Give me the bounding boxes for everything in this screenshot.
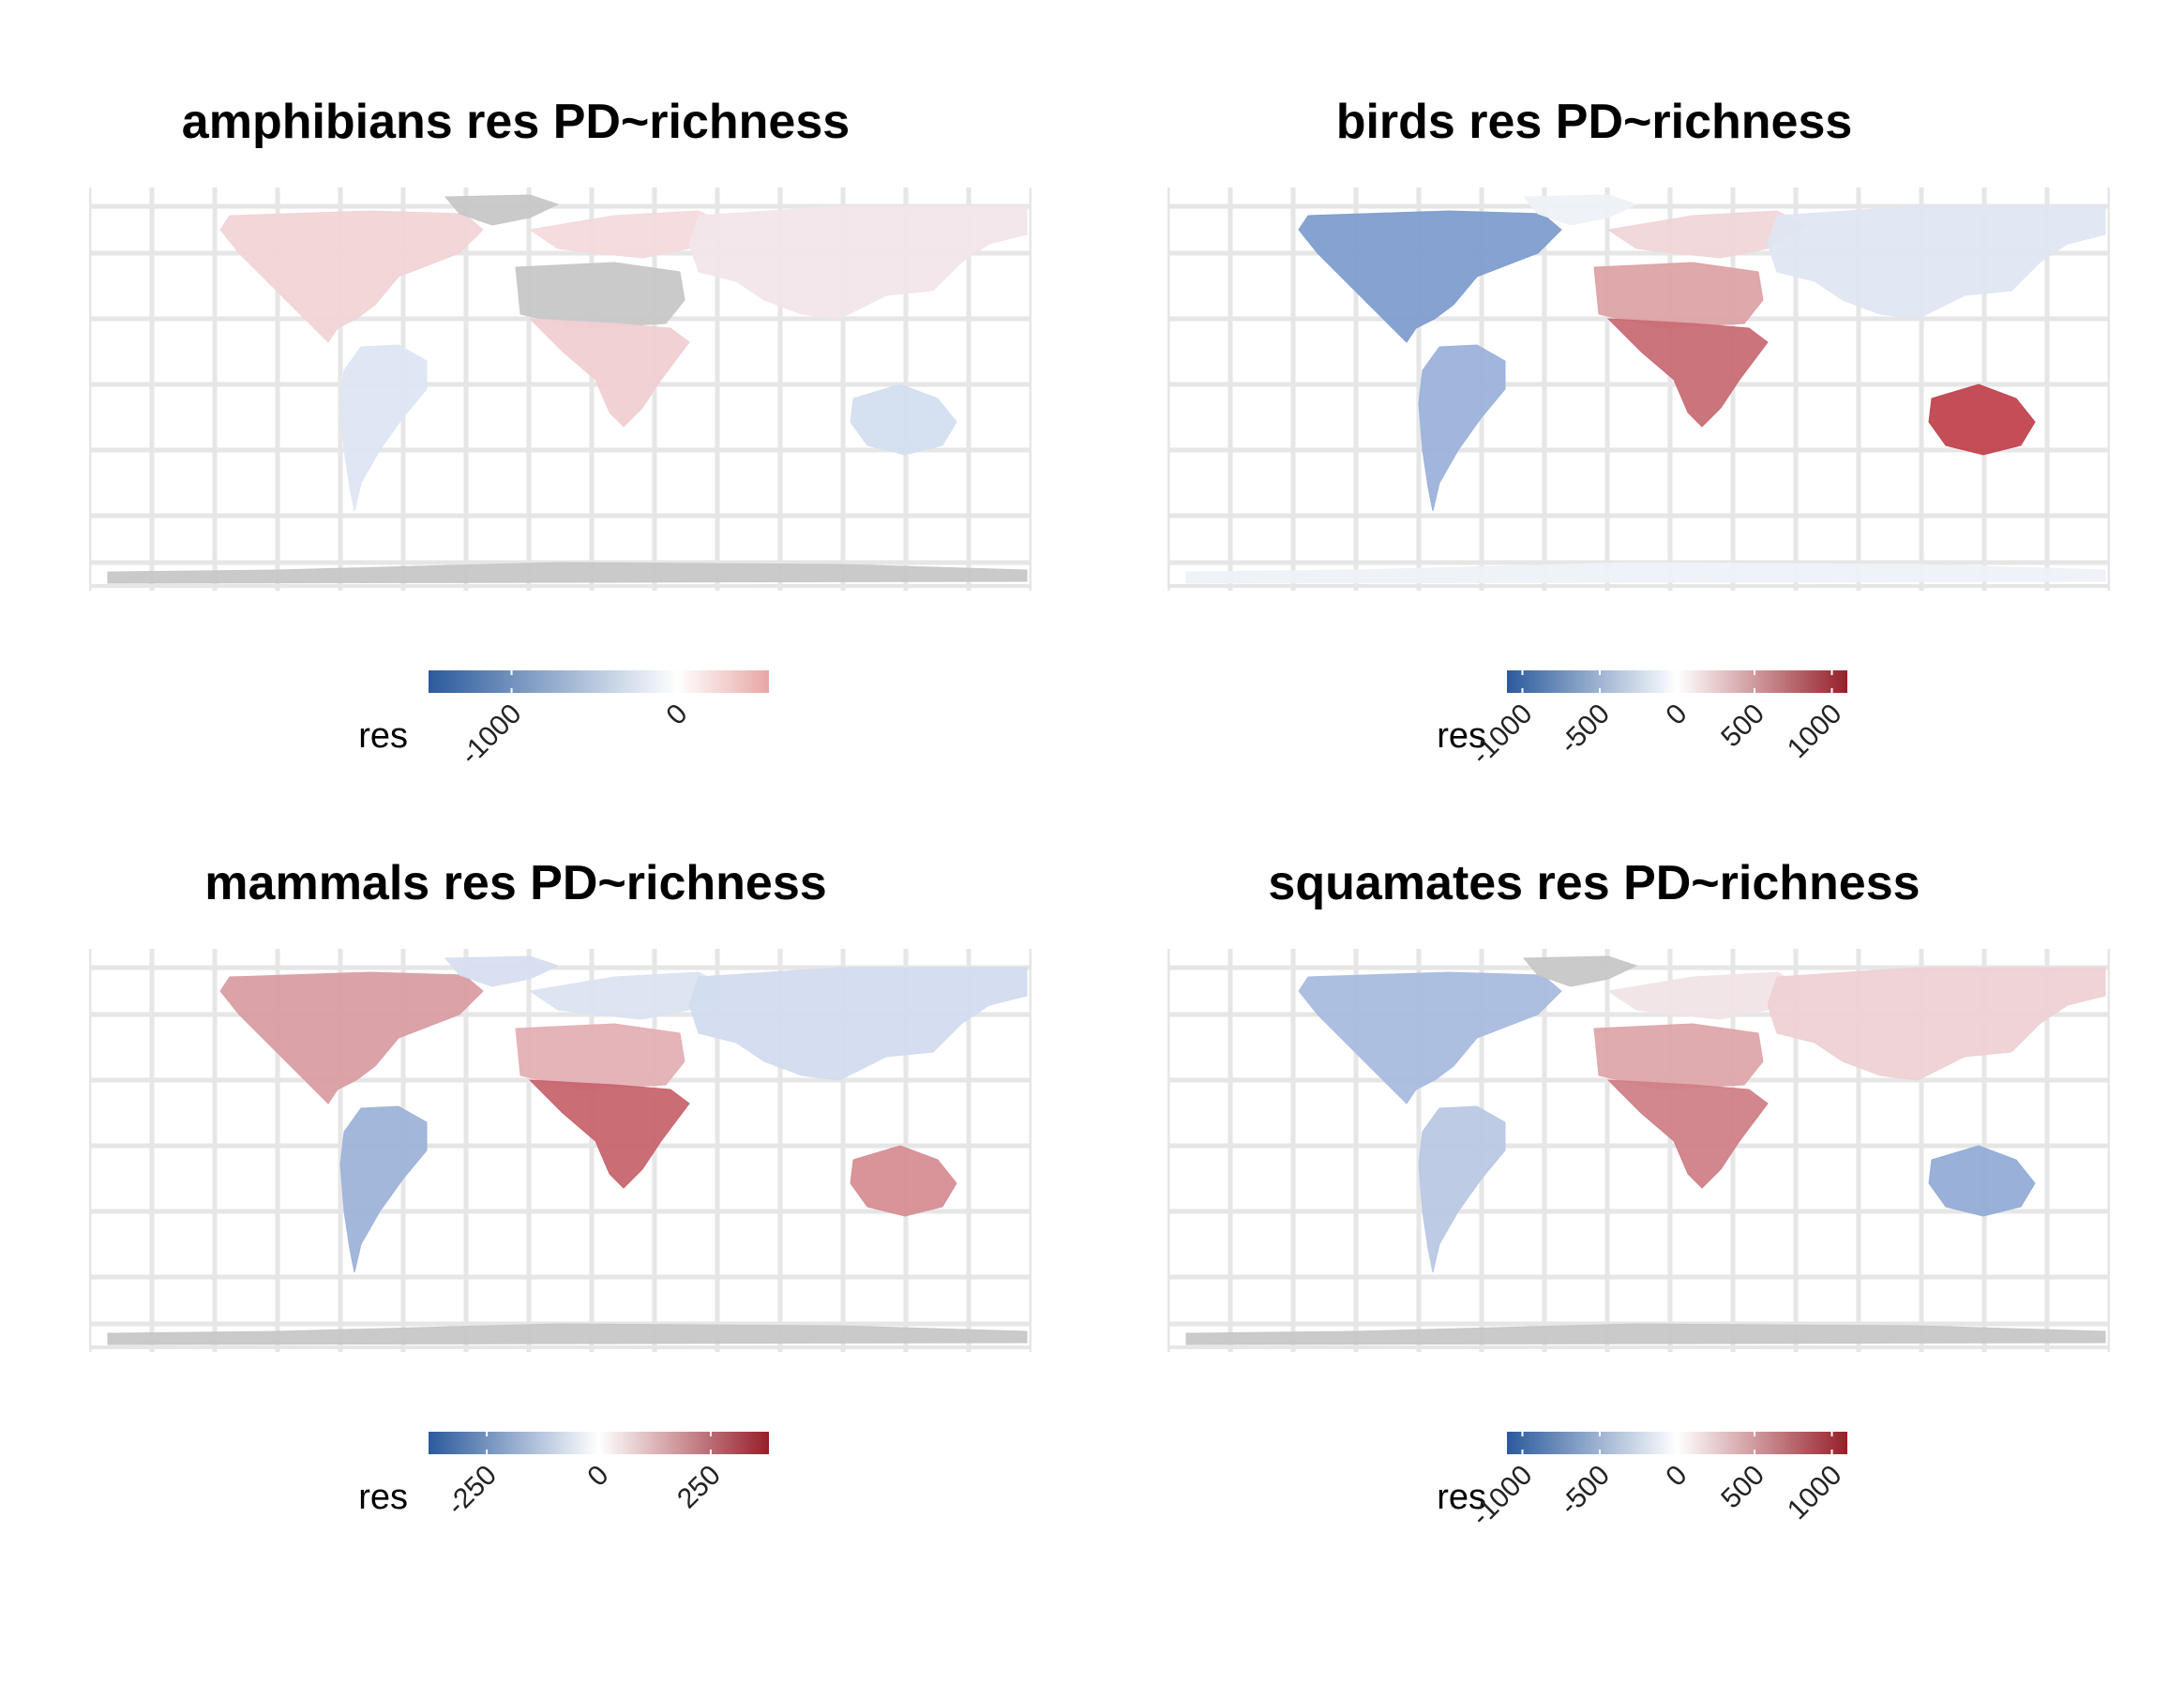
- legend-svg: res -250 0 250: [358, 1432, 769, 1522]
- region-africa-north: [1593, 1023, 1764, 1090]
- region-greenland: [1522, 194, 1638, 226]
- panel-mammals: mammals res PD~richness res -250 0 250: [0, 761, 1032, 1521]
- panel-amphibians: amphibians res PD~richness res -1000 0: [0, 0, 1032, 771]
- panel-birds: birds res PD~richness res -1000 -500 0 500 10…: [1078, 0, 2110, 771]
- panel-squamates: squamates res PD~richness res -1000 -500 0 5…: [1078, 761, 2110, 1532]
- region-australia: [1928, 383, 2036, 456]
- legend-tick-label: 1000: [1782, 1460, 1848, 1526]
- landmasses: [1185, 955, 2106, 1345]
- legend-svg: res-1000 -500 0 500 1000: [1437, 670, 1848, 771]
- color-legend: res -250 0 250: [89, 1432, 1032, 1572]
- world-map: [1167, 949, 2110, 1352]
- landmasses: [107, 955, 1028, 1345]
- region-europe: [1606, 210, 1807, 259]
- landmasses: [107, 194, 1028, 584]
- world-map: [89, 188, 1032, 591]
- legend-title: res: [1437, 1478, 1486, 1517]
- legend-title: res: [358, 716, 408, 756]
- region-north-america: [219, 210, 484, 343]
- region-north-america: [1298, 210, 1562, 343]
- legend-tick-label: 500: [1715, 699, 1770, 754]
- region-africa-south: [528, 318, 690, 428]
- legend-tick-label: -500: [1554, 699, 1616, 760]
- legend-tick-label: 0: [1660, 1460, 1693, 1493]
- region-south-america: [339, 344, 428, 512]
- map-svg: [89, 949, 1032, 1352]
- color-legend: res -1000 0: [89, 670, 1032, 811]
- legend-tick-label: -500: [1554, 1460, 1616, 1522]
- region-australia: [1928, 1145, 2036, 1217]
- legend-tick-label: 500: [1715, 1460, 1770, 1515]
- legend-svg: res-1000 -500 0 500 1000: [1437, 1432, 1848, 1532]
- region-europe: [528, 210, 729, 259]
- world-map: [89, 949, 1032, 1352]
- region-greenland: [1522, 955, 1638, 987]
- legend-tick-label: 250: [671, 1460, 727, 1515]
- legend-title: res: [1437, 716, 1486, 756]
- region-africa-south: [1606, 318, 1769, 428]
- legend-tick-label: 0: [660, 699, 693, 731]
- region-north-america: [1298, 971, 1562, 1104]
- panel-title: amphibians res PD~richness: [181, 95, 851, 149]
- region-antarctica: [107, 1323, 1028, 1345]
- region-south-america: [1418, 344, 1506, 512]
- region-antarctica: [1185, 1323, 2106, 1345]
- panel-title: mammals res PD~richness: [204, 856, 827, 910]
- legend-tick-label: -1000: [455, 699, 528, 772]
- legend-tick-label: 1000: [1782, 699, 1848, 765]
- region-africa-south: [1606, 1079, 1769, 1189]
- region-australia: [850, 383, 957, 456]
- region-asia: [1767, 967, 2106, 1081]
- panel-title: birds res PD~richness: [1335, 95, 1853, 149]
- map-svg: [89, 188, 1032, 591]
- region-europe: [528, 971, 729, 1020]
- region-asia: [688, 967, 1028, 1081]
- panel-title: squamates res PD~richness: [1268, 856, 1920, 910]
- region-africa-north: [515, 262, 685, 329]
- landmasses: [1185, 194, 2106, 584]
- legend-tick-label: -250: [441, 1460, 503, 1522]
- region-africa-north: [1593, 262, 1764, 329]
- region-greenland: [444, 955, 560, 987]
- region-asia: [1767, 205, 2106, 320]
- region-antarctica: [1185, 562, 2106, 584]
- region-asia: [688, 205, 1028, 320]
- map-svg: [1167, 188, 2110, 591]
- region-europe: [1606, 971, 1807, 1020]
- map-svg: [1167, 949, 2110, 1352]
- legend-svg: res -1000 0: [358, 670, 769, 772]
- region-greenland: [444, 194, 560, 226]
- region-australia: [850, 1145, 957, 1217]
- legend-tick-label: 0: [581, 1460, 614, 1493]
- region-africa-south: [528, 1079, 690, 1189]
- legend-colorbar: [429, 670, 769, 693]
- region-south-america: [1418, 1105, 1506, 1273]
- color-legend: res -1000 -500 0 500 1000: [1167, 670, 2110, 811]
- color-legend: res -1000 -500 0 500 1000: [1167, 1432, 2110, 1572]
- legend-tick-label: 0: [1660, 699, 1693, 731]
- region-north-america: [219, 971, 484, 1104]
- world-map: [1167, 188, 2110, 591]
- region-south-america: [339, 1105, 428, 1273]
- legend-title: res: [358, 1478, 408, 1517]
- region-antarctica: [107, 562, 1028, 584]
- region-africa-north: [515, 1023, 685, 1090]
